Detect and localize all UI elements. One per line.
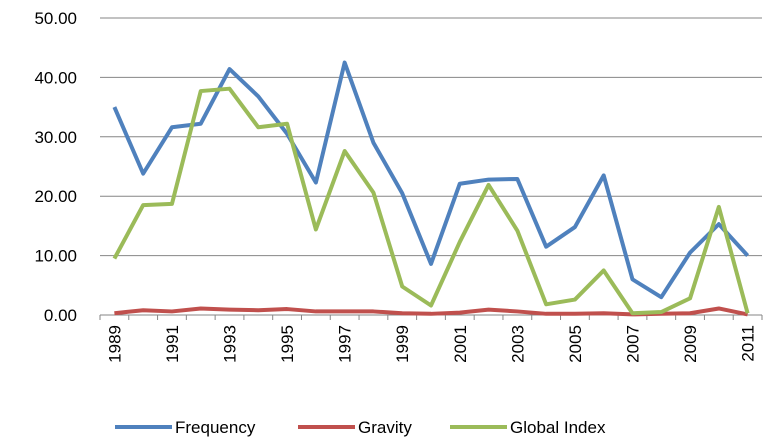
y-tick-label: 0.00 <box>44 306 77 325</box>
x-tick-label: 1991 <box>163 325 182 363</box>
x-tick-label: 2001 <box>451 325 470 363</box>
x-tick-label: 2011 <box>739 325 758 362</box>
legend-label: Global Index <box>510 418 606 437</box>
x-tick-label: 2009 <box>681 325 700 363</box>
legend-label: Gravity <box>358 418 412 437</box>
x-tick-label: 1993 <box>221 325 240 363</box>
y-tick-label: 40.00 <box>34 68 77 87</box>
x-tick-label: 2003 <box>508 325 527 363</box>
series-line <box>112 60 750 300</box>
x-tick-label: 1997 <box>336 325 355 363</box>
y-tick-label: 30.00 <box>34 128 77 147</box>
x-tick-label: 1989 <box>105 325 124 363</box>
y-tick-label: 20.00 <box>34 187 77 206</box>
x-tick-label: 1999 <box>393 325 412 363</box>
legend-label: Frequency <box>175 418 256 437</box>
x-tick-label: 1995 <box>278 325 297 363</box>
y-tick-label: 50.00 <box>34 9 77 28</box>
x-tick-label: 2005 <box>566 325 585 363</box>
y-tick-label: 10.00 <box>34 247 77 266</box>
series-line <box>112 86 750 316</box>
x-tick-label: 2007 <box>623 325 642 363</box>
